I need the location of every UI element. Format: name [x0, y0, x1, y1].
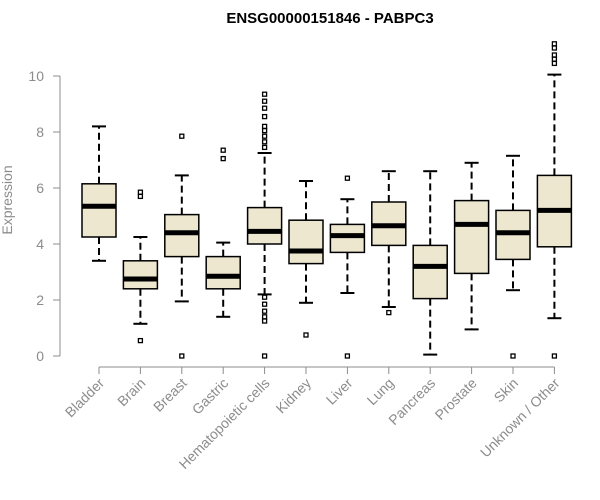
- outlier-point: [261, 105, 268, 111]
- outlier-point: [303, 332, 309, 338]
- box-hematopoietic-cells: [246, 91, 283, 359]
- outlier-point: [261, 113, 268, 120]
- outlier-point: [551, 41, 558, 47]
- x-category-label: Breast: [150, 375, 190, 415]
- outlier-point: [551, 52, 558, 58]
- outlier-point: [261, 139, 268, 145]
- outlier-point: [261, 353, 268, 359]
- y-tick-label: 0: [36, 348, 44, 364]
- y-tick-label: 6: [36, 180, 44, 196]
- y-tick-label: 2: [36, 292, 44, 308]
- iqr-box: [81, 183, 117, 238]
- y-axis: 0 2 4 6 8 10: [28, 68, 61, 364]
- outlier-point: [386, 309, 392, 316]
- y-tick-label: 4: [36, 236, 44, 252]
- outlier-point: [220, 155, 226, 162]
- x-category-label: Skin: [491, 375, 522, 406]
- outlier-point: [261, 318, 268, 324]
- box-prostate: [453, 161, 490, 331]
- plot-area: [81, 41, 573, 359]
- iqr-box: [288, 219, 324, 265]
- x-category-label: Prostate: [432, 375, 480, 423]
- box-brain: [122, 189, 159, 344]
- outlier-point: [179, 133, 185, 139]
- outlier-point: [137, 189, 144, 195]
- outlier-point: [261, 144, 268, 151]
- box-pancreas: [412, 170, 448, 356]
- outlier-point: [344, 353, 351, 359]
- outlier-point: [551, 56, 558, 62]
- outlier-point: [261, 133, 268, 139]
- outlier-point: [551, 353, 558, 359]
- x-category-label: Brain: [114, 375, 148, 409]
- iqr-box: [453, 199, 490, 275]
- outlier-point: [261, 294, 268, 300]
- box-lung: [371, 170, 407, 316]
- x-category-label: Bladder: [62, 375, 108, 421]
- y-tick-label: 10: [28, 68, 44, 84]
- outlier-point: [261, 127, 268, 134]
- y-axis-label: Expression: [0, 165, 15, 234]
- iqr-box: [246, 206, 283, 245]
- y-tick-label: 8: [36, 124, 44, 140]
- box-liver: [329, 175, 366, 359]
- iqr-box: [122, 260, 159, 290]
- iqr-box: [329, 223, 366, 254]
- outlier-point: [220, 147, 226, 153]
- iqr-box: [164, 213, 200, 258]
- outlier-point: [261, 123, 268, 130]
- iqr-box: [412, 244, 448, 300]
- outlier-point: [137, 193, 144, 200]
- box-kidney: [288, 180, 324, 338]
- outlier-point: [261, 98, 268, 104]
- outlier-point: [510, 353, 516, 359]
- outlier-point: [344, 175, 351, 181]
- outlier-point: [261, 308, 268, 314]
- x-category-label: Liver: [323, 375, 356, 408]
- x-category-label: Lung: [364, 375, 397, 408]
- x-category-label: Kidney: [273, 375, 315, 417]
- outlier-point: [179, 353, 185, 359]
- outlier-point: [551, 45, 558, 51]
- outlier-point: [261, 91, 268, 97]
- box-breast: [164, 133, 200, 359]
- outlier-point: [137, 337, 144, 344]
- box-skin: [495, 154, 531, 359]
- outlier-point: [551, 60, 558, 67]
- outlier-point: [261, 301, 268, 307]
- box-gastric: [205, 147, 241, 318]
- outlier-point: [261, 314, 268, 320]
- box-bladder: [81, 125, 117, 262]
- box-unknown-other: [536, 41, 573, 359]
- iqr-box: [205, 255, 241, 290]
- chart-title: ENSG00000151846 - PABPC3: [226, 10, 433, 27]
- x-category-label: Unknown / Other: [477, 375, 563, 461]
